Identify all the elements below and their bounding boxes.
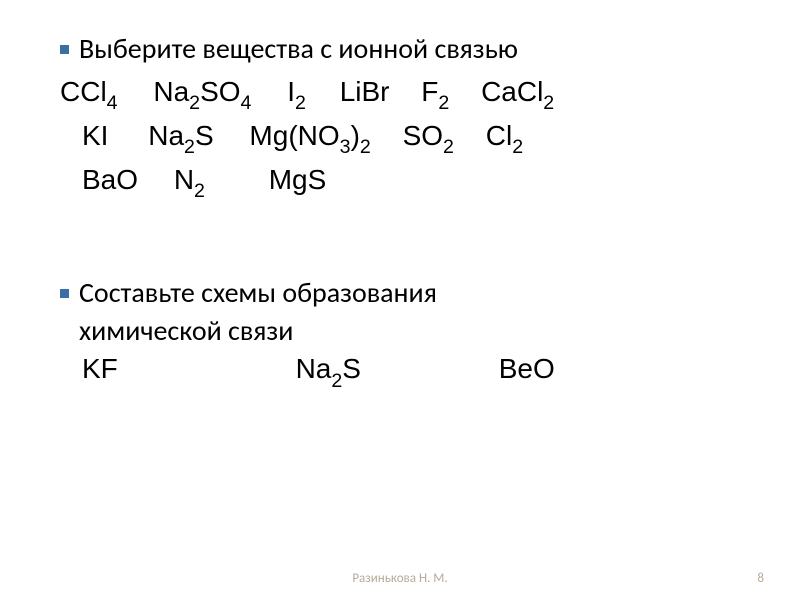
f-ki: KI [82, 120, 108, 151]
f-f2: F2 [421, 76, 449, 107]
f-cl2: Cl2 [486, 120, 523, 151]
task2-text: Составьте схемы образования химической с… [79, 274, 437, 350]
f-ccl4: CCl4 [60, 76, 118, 107]
footer-page-number: 8 [757, 571, 764, 586]
footer-author: Разинькова Н. М. [352, 571, 447, 586]
f-mgno32: Mg(NO3)2 [249, 120, 370, 151]
f-bao: BaO [82, 164, 138, 195]
f-n2: N2 [174, 164, 205, 195]
f-na2s-b: Na2S [296, 353, 361, 384]
f-cacl2: CaCl2 [481, 76, 554, 107]
task1-line: Выберите вещества с ионной связью [60, 30, 740, 68]
bullet-square-icon [60, 45, 69, 54]
formula-list-b: KF Na2S BeO [60, 353, 740, 391]
f-kf: KF [82, 353, 118, 384]
f-i2: I2 [287, 76, 306, 107]
formula-line-1: CCl4 Na2SO4 I2 LiBr F2 CaCl2 [60, 72, 740, 116]
f-na2s: Na2S [148, 120, 213, 151]
f-so2: SO2 [403, 120, 454, 151]
bullet-square-icon [60, 289, 69, 298]
slide: Выберите вещества с ионной связью CCl4 N… [0, 0, 800, 600]
f-na2so4: Na2SO4 [153, 76, 251, 107]
task1-text: Выберите вещества с ионной связью [79, 30, 518, 68]
formula-line-2: KI Na2S Mg(NO3)2 SO2 Cl2 [60, 116, 740, 160]
task2-line: Составьте схемы образования химической с… [60, 274, 740, 350]
formula-line-3: BaO N2 MgS [60, 160, 740, 204]
f-mgs: MgS [269, 164, 327, 195]
f-beo: BeO [499, 353, 555, 384]
slide-footer: Разинькова Н. М. 8 [0, 571, 800, 586]
f-libr: LiBr [340, 76, 390, 107]
formula-list-a: CCl4 Na2SO4 I2 LiBr F2 CaCl2 KI Na2S Mg(… [60, 72, 740, 204]
